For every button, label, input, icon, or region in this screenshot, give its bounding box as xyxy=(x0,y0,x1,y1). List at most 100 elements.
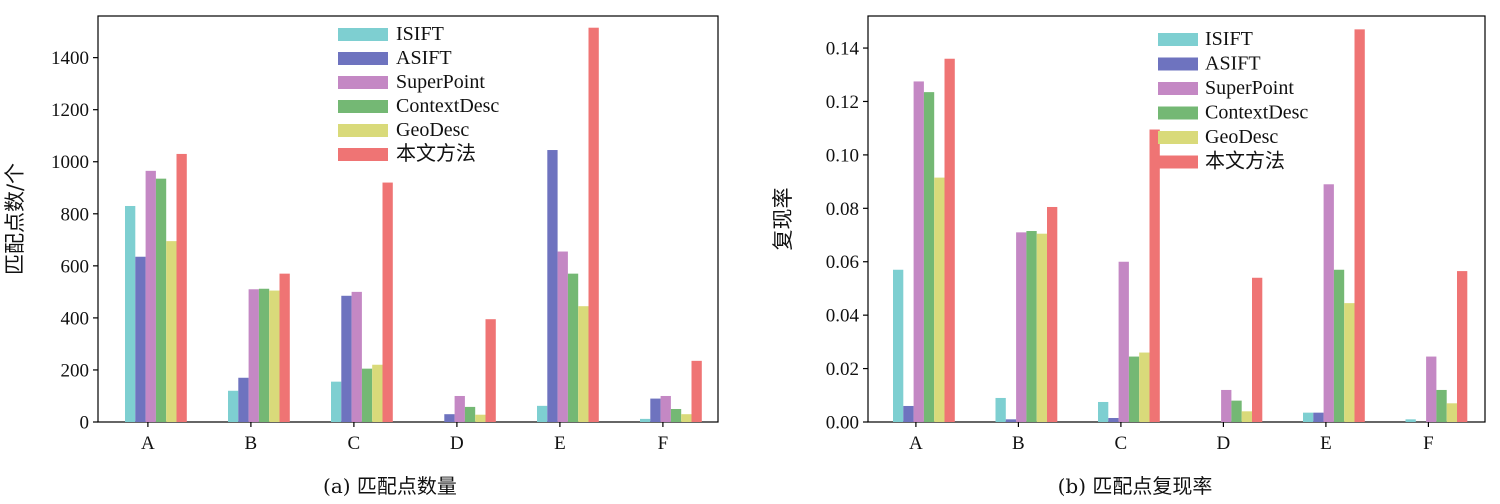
bar-A-ASIFT xyxy=(135,256,146,422)
chart-caption: (a) 匹配点数量 xyxy=(323,474,457,498)
legend-label: 本文方法 xyxy=(1205,150,1285,173)
bar-C-ASIFT xyxy=(1108,417,1119,422)
bar-E-ContextDesc xyxy=(1333,269,1345,422)
bar-F-ISIFT xyxy=(1405,419,1416,422)
bar-D-GeoDesc xyxy=(1241,411,1252,422)
bar-E-ISIFT xyxy=(537,405,548,422)
x-tick-label: F xyxy=(658,433,669,454)
bar-C-ContextDesc xyxy=(361,368,373,422)
bar-C-ContextDesc xyxy=(1128,356,1140,422)
bar-E-GeoDesc xyxy=(1344,303,1355,422)
legend-swatch xyxy=(1158,82,1198,95)
legend-swatch xyxy=(1158,155,1198,169)
bar-E-ASIFT xyxy=(547,150,558,422)
y-axis-label: 匹配点数/个 xyxy=(3,163,27,275)
x-tick-label: C xyxy=(1115,433,1128,454)
bar-B-ASIFT xyxy=(238,377,249,422)
bar-F-ContextDesc xyxy=(1436,389,1447,422)
x-tick-label: E xyxy=(1320,433,1332,454)
bar-A-GeoDesc xyxy=(166,241,177,422)
bar-B-SuperPoint xyxy=(248,289,259,422)
bar-B-SuperPoint xyxy=(1016,232,1027,422)
y-tick-label: 0.06 xyxy=(826,252,859,273)
bar-B-本文方法 xyxy=(1047,206,1058,422)
y-tick-label: 0.00 xyxy=(826,413,859,434)
bar-D-GeoDesc xyxy=(475,414,486,422)
bar-E-本文方法 xyxy=(588,27,599,423)
bar-F-本文方法 xyxy=(1457,271,1468,422)
x-tick-label: E xyxy=(554,433,566,454)
bar-C-ISIFT xyxy=(331,381,342,422)
bar-A-ISIFT xyxy=(125,205,136,422)
y-tick-label: 1000 xyxy=(51,152,89,173)
y-axis-label: 复现率 xyxy=(771,188,795,251)
bar-F-GeoDesc xyxy=(681,414,692,422)
bar-B-ContextDesc xyxy=(1026,231,1037,422)
bar-A-GeoDesc xyxy=(934,177,945,422)
bar-F-ISIFT xyxy=(640,418,651,422)
x-tick-label: B xyxy=(1012,433,1025,454)
bar-C-GeoDesc xyxy=(1139,352,1150,422)
bar-A-SuperPoint xyxy=(913,81,924,422)
y-tick-label: 800 xyxy=(61,204,90,225)
x-tick-label: D xyxy=(450,433,464,454)
legend-label: ISIFT xyxy=(1205,28,1253,50)
legend-swatch xyxy=(1158,131,1198,144)
bar-A-本文方法 xyxy=(176,153,187,422)
chart-a: 0 200 400 600 800 1000 1200 1400 A B C D E F ISIFTASIF… xyxy=(3,15,719,498)
x-tick-label: A xyxy=(909,433,923,454)
legend-label: ASIFT xyxy=(1205,53,1261,75)
bar-D-ContextDesc xyxy=(1231,400,1242,422)
bar-E-本文方法 xyxy=(1354,29,1365,423)
y-tick-label: 400 xyxy=(61,308,90,329)
bar-E-ASIFT xyxy=(1313,412,1324,422)
y-tick-label: 200 xyxy=(61,360,90,381)
bar-D-ContextDesc xyxy=(464,406,476,422)
x-tick-label: C xyxy=(348,433,361,454)
bar-C-GeoDesc xyxy=(372,364,383,422)
bar-B-ASIFT xyxy=(1005,419,1017,422)
legend-swatch xyxy=(338,76,388,89)
bar-B-ISIFT xyxy=(995,397,1006,422)
legend-label: SuperPoint xyxy=(396,71,485,93)
bar-F-SuperPoint xyxy=(1426,356,1437,422)
bar-A-本文方法 xyxy=(944,58,955,423)
bar-F-ASIFT xyxy=(650,398,661,422)
y-tick-label: 0.10 xyxy=(826,145,859,166)
y-tick-label: 600 xyxy=(61,256,90,277)
legend-label: SuperPoint xyxy=(1205,77,1294,99)
legend-label: ASIFT xyxy=(396,47,452,69)
bar-E-ISIFT xyxy=(1303,412,1314,422)
bar-A-ASIFT xyxy=(903,405,914,422)
legend-label: ContextDesc xyxy=(1205,102,1308,124)
y-tick-label: 0 xyxy=(80,413,90,434)
legend-label: 本文方法 xyxy=(396,142,476,165)
bar-B-GeoDesc xyxy=(269,290,280,422)
bar-C-ASIFT xyxy=(341,295,352,422)
bar-A-ContextDesc xyxy=(923,92,935,423)
bar-A-ISIFT xyxy=(893,269,904,422)
bar-B-GeoDesc xyxy=(1036,233,1047,422)
bar-F-SuperPoint xyxy=(660,395,671,422)
legend-swatch xyxy=(338,100,388,113)
y-tick-label: 0.14 xyxy=(826,39,860,60)
x-tick-label: D xyxy=(1217,433,1231,454)
y-tick-label: 1200 xyxy=(51,100,89,121)
bar-C-SuperPoint xyxy=(351,291,362,422)
legend-swatch xyxy=(1158,57,1198,71)
bar-D-SuperPoint xyxy=(1221,389,1232,422)
bar-A-SuperPoint xyxy=(145,170,156,422)
x-tick-label: F xyxy=(1423,433,1434,454)
legend-label: ISIFT xyxy=(396,23,444,45)
bar-F-本文方法 xyxy=(691,360,702,422)
chart-caption: (b) 匹配点复现率 xyxy=(1058,474,1213,498)
bar-C-本文方法 xyxy=(382,182,393,422)
bar-C-本文方法 xyxy=(1149,129,1160,422)
legend-swatch xyxy=(338,28,388,41)
chart-b: 0.00 0.02 0.04 0.06 0.08 0.10 0.12 0.14 A B C D E F IS… xyxy=(771,15,1486,498)
bar-F-GeoDesc xyxy=(1446,403,1457,422)
bar-C-SuperPoint xyxy=(1118,261,1129,422)
x-tick-label: A xyxy=(141,433,155,454)
